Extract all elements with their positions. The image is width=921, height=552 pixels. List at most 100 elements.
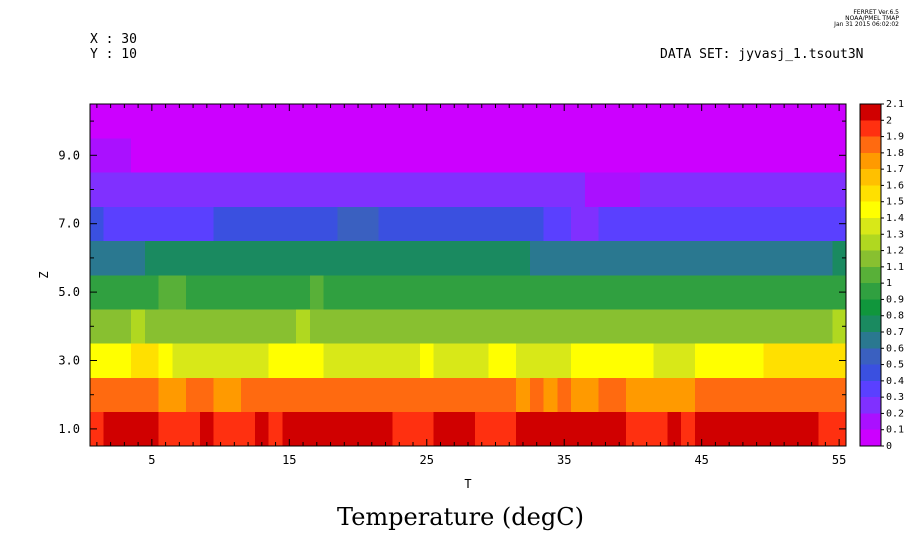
heatmap-cell bbox=[199, 240, 215, 276]
heatmap-cell bbox=[832, 172, 847, 207]
heatmap-cell bbox=[818, 275, 833, 310]
colorbar-swatch bbox=[860, 348, 881, 365]
heatmap-cell bbox=[626, 206, 641, 242]
heatmap-cell bbox=[777, 240, 792, 276]
colorbar-label: 0 bbox=[886, 441, 892, 452]
heatmap-cell bbox=[282, 377, 297, 413]
heatmap-cell bbox=[282, 240, 297, 276]
colorbar-swatch bbox=[860, 185, 881, 202]
heatmap-cell bbox=[227, 104, 242, 139]
heatmap-cell bbox=[323, 411, 339, 447]
heatmap-cell bbox=[199, 309, 215, 344]
heatmap-cell bbox=[598, 343, 613, 378]
colorbar-swatch bbox=[860, 315, 881, 332]
heatmap-cell bbox=[584, 343, 600, 378]
heatmap-cell bbox=[763, 309, 778, 344]
heatmap-cell bbox=[131, 411, 146, 447]
heatmap-cell bbox=[529, 206, 545, 242]
heatmap-cell bbox=[351, 206, 366, 242]
heatmap-cell bbox=[447, 172, 462, 207]
heatmap-cell bbox=[351, 104, 366, 139]
heatmap-cell bbox=[722, 377, 737, 413]
heatmap-cell bbox=[791, 172, 806, 207]
heatmap-cell bbox=[392, 377, 407, 413]
heatmap-cell bbox=[131, 104, 146, 139]
heatmap-cell bbox=[681, 172, 696, 207]
heatmap-cell bbox=[378, 172, 393, 207]
heatmap-cell bbox=[804, 240, 820, 276]
dataset-label: DATA SET: jyvasj_1.tsout3N bbox=[660, 47, 864, 62]
heatmap-cell bbox=[337, 138, 352, 173]
heatmap-cell bbox=[694, 411, 710, 447]
heatmap-cell bbox=[653, 411, 668, 447]
heatmap-cell bbox=[103, 104, 119, 139]
heatmap-cell bbox=[406, 275, 421, 310]
heatmap-cell bbox=[681, 343, 696, 378]
heatmap-cell bbox=[433, 377, 448, 413]
colorbar-label: 2 bbox=[886, 115, 892, 126]
heatmap-cell bbox=[406, 309, 421, 344]
heatmap-cell bbox=[144, 206, 160, 242]
y-tick-label: 1.0 bbox=[58, 422, 80, 436]
heatmap-cell bbox=[474, 343, 490, 378]
heatmap-cell bbox=[241, 377, 256, 413]
heatmap-cell bbox=[158, 411, 174, 447]
heatmap-cell bbox=[172, 206, 187, 242]
heatmap-cell bbox=[557, 104, 572, 139]
heatmap-cell bbox=[488, 343, 503, 378]
colorbar-label: 1.5 bbox=[886, 197, 904, 208]
heatmap-cell bbox=[722, 172, 737, 207]
colorbar: 0 0.1 0.2 0.3 0.4 0.5 0.6 0.7 0.8 0.9 1 1.1 1.2 1.3 1.… bbox=[859, 99, 904, 452]
heatmap-cell bbox=[667, 275, 682, 310]
heatmap-cell bbox=[529, 138, 545, 173]
heatmap-cell bbox=[474, 411, 490, 447]
heatmap-cell bbox=[90, 309, 105, 344]
x-tick-label: 25 bbox=[420, 453, 434, 467]
colorbar-swatch bbox=[860, 218, 881, 235]
colorbar-label: 0.2 bbox=[886, 408, 904, 419]
heatmap-cell bbox=[598, 138, 613, 173]
colorbar-swatch bbox=[860, 120, 881, 137]
heatmap-cell bbox=[681, 240, 696, 276]
heatmap-cell bbox=[199, 275, 215, 310]
heatmap-cell bbox=[804, 411, 820, 447]
heatmap-cell bbox=[529, 172, 545, 207]
heatmap-cell bbox=[584, 206, 600, 242]
heatmap-cell bbox=[694, 343, 710, 378]
heatmap-cell bbox=[461, 206, 476, 242]
heatmap-cell bbox=[117, 377, 132, 413]
heatmap-cell bbox=[653, 206, 668, 242]
heatmap-cell bbox=[309, 104, 325, 139]
heatmap-cell bbox=[282, 343, 297, 378]
heatmap-cell bbox=[461, 309, 476, 344]
heatmap-cell bbox=[516, 138, 531, 173]
heatmap-cell bbox=[131, 309, 146, 344]
heatmap-cell bbox=[571, 411, 586, 447]
heatmap-cell bbox=[131, 377, 146, 413]
colorbar-swatch bbox=[860, 152, 881, 170]
heatmap-cell bbox=[103, 172, 119, 207]
heatmap-cell bbox=[213, 343, 229, 378]
colorbar-label: 0.5 bbox=[886, 360, 904, 371]
heatmap-cell bbox=[254, 309, 270, 344]
x-tick-label: 15 bbox=[282, 453, 296, 467]
heatmap-cell bbox=[90, 377, 105, 413]
heatmap-cell bbox=[474, 172, 490, 207]
heatmap-cell bbox=[337, 172, 352, 207]
heatmap-cell bbox=[268, 411, 284, 447]
heatmap-cell bbox=[254, 411, 270, 447]
heatmap-cell bbox=[722, 206, 737, 242]
heatmap-cell bbox=[419, 206, 435, 242]
heatmap-cell bbox=[254, 206, 270, 242]
heatmap-cell bbox=[584, 309, 600, 344]
heatmap-cell bbox=[296, 172, 311, 207]
colorbar-label: 1 bbox=[886, 278, 892, 289]
heatmap-cell bbox=[241, 206, 256, 242]
heatmap-cell bbox=[571, 104, 586, 139]
colorbar-swatch bbox=[860, 413, 881, 430]
heatmap-cell bbox=[337, 240, 352, 276]
heatmap-cell bbox=[392, 309, 407, 344]
heatmap-cell bbox=[708, 104, 723, 139]
heatmap-cell bbox=[461, 275, 476, 310]
heatmap-cell bbox=[543, 309, 558, 344]
